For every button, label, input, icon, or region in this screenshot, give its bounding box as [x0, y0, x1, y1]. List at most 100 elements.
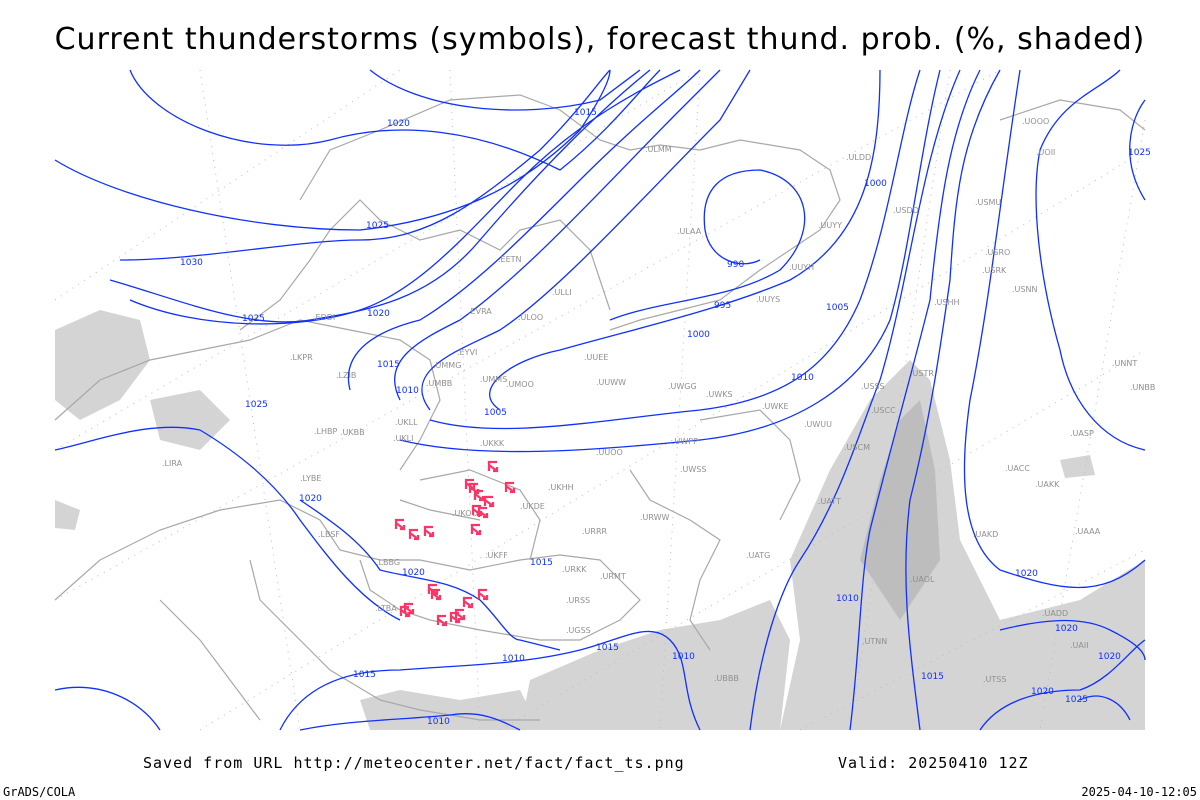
station-label: .UAII — [1070, 641, 1089, 650]
shade-area — [1060, 455, 1095, 478]
generation-timestamp: 2025-04-10-12:05 — [1081, 785, 1197, 799]
station-label: .UUYS — [756, 295, 780, 304]
isobar-label: 1015 — [377, 360, 400, 370]
station-label: .LBBG — [376, 558, 400, 567]
station-label: .UOII — [1036, 148, 1055, 157]
station-label: .UUWW — [596, 378, 626, 387]
station-label: .UMMG — [433, 361, 461, 370]
station-label: .UTSS — [983, 675, 1006, 684]
station-label: .EDDI — [313, 313, 335, 322]
isobar-label: 1010 — [672, 652, 695, 662]
station-label: .USHH — [934, 298, 960, 307]
source-url-text: Saved from URL http://meteocenter.net/fa… — [143, 754, 685, 772]
isobar-label: 1010 — [396, 386, 419, 396]
isobar-labels: 1015 1020 1025 1030 1025 1020 1015 1010 1005 1000… — [180, 108, 1151, 727]
station-label: .UACC — [1005, 464, 1030, 473]
isobar-label: 1015 — [530, 558, 553, 568]
thunderstorm-symbol-icon — [462, 596, 474, 609]
station-label: .UUEE — [584, 353, 608, 362]
station-label: .UKBB — [340, 428, 365, 437]
station-label: .URWW — [640, 513, 670, 522]
thunderstorm-symbol-icon — [427, 583, 439, 596]
station-label: .UWKE — [762, 402, 789, 411]
station-label: .URMT — [600, 572, 626, 581]
thunderstorm-symbol-icon — [477, 588, 489, 601]
station-label: .UTNN — [862, 637, 887, 646]
station-label: .USRO — [985, 248, 1010, 257]
station-label: .UWSS — [680, 465, 706, 474]
isobar-label: 1020 — [387, 119, 410, 129]
probability-shading — [55, 310, 1145, 730]
thunderstorm-symbols — [394, 460, 516, 627]
isobar-label: 1015 — [353, 670, 376, 680]
station-label: .UWUU — [804, 420, 832, 429]
isobar-label: 1025 — [366, 221, 389, 231]
isobar-label: 1025 — [242, 314, 265, 324]
thunderstorm-symbol-icon — [408, 528, 420, 541]
software-credit: GrADS/COLA — [3, 785, 76, 799]
station-label: .USTR — [910, 369, 934, 378]
station-label: .USRK — [982, 266, 1007, 275]
station-label: .UUYH — [789, 263, 814, 272]
station-label: .URSS — [566, 596, 590, 605]
map-title: Current thunderstorms (symbols), forecas… — [54, 22, 1146, 57]
station-label: .UWPP — [672, 437, 698, 446]
station-label: .UASP — [1070, 429, 1094, 438]
station-label: .UATT — [818, 497, 841, 506]
shade-area — [520, 600, 790, 730]
station-label: .USNN — [1012, 285, 1037, 294]
isobar-label: 1020 — [1031, 687, 1054, 697]
isobar-label: 1015 — [574, 108, 597, 118]
station-label: .UUOO — [596, 448, 623, 457]
station-label: .EETN — [498, 255, 522, 264]
thunderstorm-symbol-icon — [403, 602, 415, 615]
station-label: .UKLI — [393, 434, 413, 443]
isobar-label: 1010 — [791, 373, 814, 383]
station-label: .UWGG — [668, 382, 697, 391]
isobar-label: 1030 — [180, 258, 203, 268]
station-label: .UAKD — [973, 530, 998, 539]
isobar-label: 1020 — [402, 568, 425, 578]
station-label: .UKOO — [452, 509, 478, 518]
station-label: .URKK — [562, 565, 587, 574]
isobar-label: 1020 — [367, 309, 390, 319]
isobar-label: 1025 — [1128, 148, 1151, 158]
isobar-label: 1015 — [596, 643, 619, 653]
shade-area — [360, 690, 540, 730]
isobar-label: 1020 — [1098, 652, 1121, 662]
thunderstorm-symbol-icon — [477, 506, 489, 519]
isobar-label: 1015 — [921, 672, 944, 682]
station-label: .USCC — [871, 406, 896, 415]
isobar-label: 1010 — [427, 717, 450, 727]
isobar-label: 1025 — [1065, 695, 1088, 705]
isobar-label: 1020 — [1015, 569, 1038, 579]
thunderstorm-symbol-icon — [483, 495, 495, 508]
station-label: .UBBB — [714, 674, 739, 683]
station-label: .USSS — [861, 382, 885, 391]
station-label: .UWKS — [706, 390, 733, 399]
isobar-label: 1005 — [484, 408, 507, 418]
station-label: .ULOO — [518, 313, 543, 322]
coastlines-borders — [54, 94, 1146, 721]
station-label: .UAAA — [1075, 527, 1101, 536]
station-label: .LZIB — [336, 371, 356, 380]
thunderstorm-symbol-icon — [454, 608, 466, 621]
station-label: .LTBA — [375, 604, 397, 613]
thunderstorm-symbol-icon — [473, 489, 485, 502]
station-label: .UMBB — [426, 379, 452, 388]
station-label: .ULDD — [846, 153, 871, 162]
thunderstorm-symbol-icon — [394, 518, 406, 531]
station-label: .ULAA — [677, 227, 702, 236]
station-label: .UADD — [1042, 609, 1068, 618]
station-label: .UKLL — [395, 418, 418, 427]
thunderstorm-symbol-icon — [504, 481, 516, 494]
thunderstorm-symbol-icon — [470, 523, 482, 536]
shade-area — [150, 390, 230, 450]
isobar-label: 1020 — [1055, 624, 1078, 634]
station-label: .UKDE — [520, 502, 545, 511]
isobar-label: 1010 — [836, 594, 859, 604]
station-label: .UATG — [746, 551, 770, 560]
station-label: .UKKK — [480, 439, 505, 448]
station-label: .UKHH — [548, 483, 574, 492]
station-label: .UUYY — [818, 221, 842, 230]
